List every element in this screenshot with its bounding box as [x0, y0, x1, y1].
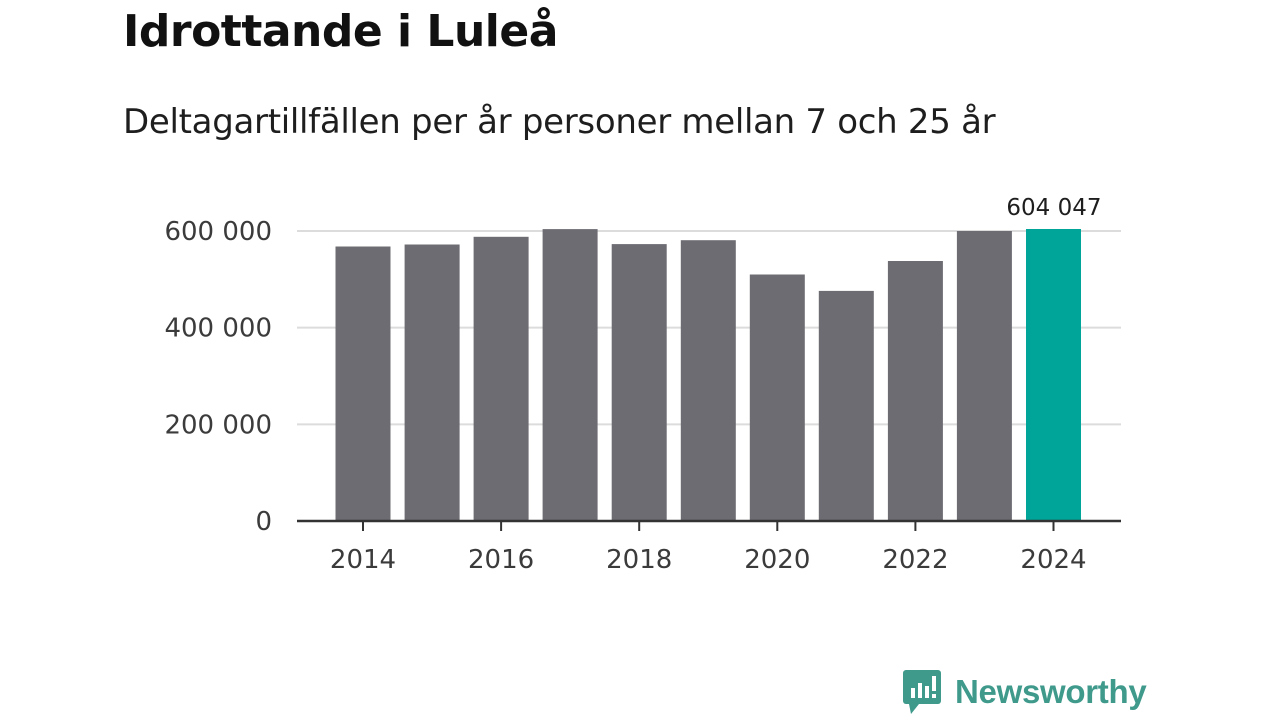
bar-2020 [749, 274, 805, 521]
y-tick-label: 400 000 [164, 314, 272, 344]
brand-name: Newsworthy [955, 673, 1147, 710]
bar-2015 [404, 244, 460, 521]
chart-title: Idrottande i Luleå [123, 6, 558, 57]
x-tick-label: 2014 [330, 545, 396, 575]
bar-2023 [956, 231, 1012, 521]
bar-2019 [680, 240, 736, 521]
bar-2022 [887, 261, 943, 521]
bar-value-label: 604 047 [1006, 195, 1101, 221]
bar-2014 [335, 246, 391, 521]
y-tick-label: 600 000 [164, 217, 272, 247]
x-tick-label: 2020 [744, 545, 810, 575]
y-tick-label: 0 [255, 507, 272, 537]
y-tick-label: 200 000 [164, 410, 272, 440]
newsworthy-logo-icon [903, 670, 941, 714]
bar-2024 [1026, 229, 1081, 521]
bar-2017 [542, 229, 598, 521]
newsworthy-logo: Newsworthy [903, 670, 1147, 714]
x-tick-label: 2022 [882, 545, 948, 575]
x-tick-label: 2016 [468, 545, 534, 575]
bar-2018 [611, 244, 667, 521]
x-tick-label: 2018 [606, 545, 672, 575]
x-tick-label: 2024 [1020, 545, 1086, 575]
bar-2016 [473, 236, 529, 522]
bar-2021 [818, 290, 874, 521]
chart-subtitle: Deltagartillfällen per år personer mella… [123, 102, 996, 142]
